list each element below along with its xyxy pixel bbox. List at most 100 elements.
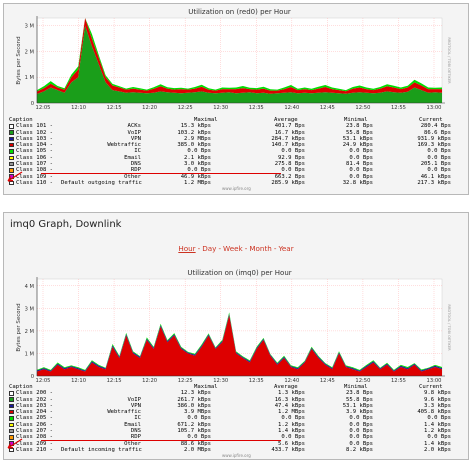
caption-cell-avg: 0.0 Bps	[281, 415, 305, 422]
caption-cell-cur: 0.0 Bps	[427, 148, 451, 155]
caption-cell-avg: 140.7 kBps	[271, 142, 305, 149]
caption-cell-avg: 0.0 Bps	[281, 148, 305, 155]
caption-cell-max: 2.0 MBps	[184, 446, 211, 453]
caption-cell-avg: 433.7 kBps	[271, 446, 305, 453]
caption-header-caption: Caption	[9, 117, 33, 123]
x-tick-label: 12:15	[107, 378, 122, 384]
caption-cell-min: 0.0 Bps	[349, 428, 373, 435]
caption-cell-avg: 47.4 kBps	[274, 402, 305, 409]
caption-cell-desc: Other	[124, 173, 141, 180]
caption-cell-cur: 9.6 kBps	[424, 396, 451, 403]
nav-link-hour[interactable]: Hour	[178, 244, 196, 253]
uplink-graph-panel: Utilization on (red0) per Hour 0 1 M 2 M 3 M…	[3, 3, 469, 195]
caption-cell-cur: 0.0 Bps	[427, 154, 451, 161]
legend-swatch	[9, 174, 14, 179]
caption-cell-cur: 1.4 kBps	[424, 440, 451, 447]
caption-cell-avg: 1.2 MBps	[278, 409, 305, 416]
caption-header-min: Minimal	[344, 117, 368, 123]
nav-link-week[interactable]: Week	[223, 244, 243, 253]
caption-header-max: Maximal	[194, 117, 218, 123]
legend-swatch	[9, 441, 14, 446]
caption-cell-name: Class 108 -	[16, 167, 54, 174]
caption-header-cur: Current	[419, 117, 443, 123]
caption-cell-max: 3.0 kBps	[184, 161, 211, 168]
caption-cell-name: Class 102 -	[16, 129, 54, 136]
caption-cell-min: 53.1 kBps	[342, 402, 373, 409]
caption-header-avg: Average	[274, 384, 298, 390]
caption-cell-name: Class 207 -	[16, 428, 54, 435]
period-nav: Hour - Day - Week - Month - Year	[4, 244, 468, 253]
caption-cell-avg: 284.7 kBps	[271, 135, 305, 142]
caption-cell-name: Class 208 -	[16, 434, 54, 441]
x-tick-label: 12:45	[320, 378, 335, 384]
caption-cell-name: Class 200 -	[16, 390, 54, 397]
caption-cell-name: Class 103 -	[16, 135, 54, 142]
caption-cell-avg: 16.7 kBps	[274, 129, 305, 136]
caption-cell-cur: 2.0 kBps	[424, 446, 451, 453]
caption-cell-max: 0.0 Bps	[187, 167, 211, 174]
legend-swatch	[9, 397, 14, 402]
caption-cell-cur: 1.2 kBps	[424, 428, 451, 435]
caption-cell-max: 3.9 MBps	[184, 409, 211, 416]
caption-cell-min: 0.0 Bps	[349, 434, 373, 441]
legend-swatch	[9, 155, 14, 161]
x-tick-label: 12:30	[213, 378, 228, 384]
nav-link-year[interactable]: Year	[278, 244, 294, 253]
caption-cell-max: 46.9 kBps	[180, 173, 211, 180]
nav-link-day[interactable]: Day	[202, 244, 217, 253]
x-tick-label: 12:25	[178, 378, 193, 384]
legend-swatch	[9, 168, 14, 173]
y-axis-label: Bytes per Second	[16, 303, 22, 351]
caption-cell-max: 385.0 kBps	[177, 142, 211, 149]
caption-cell-avg: 16.3 kBps	[274, 396, 305, 403]
legend-swatch	[9, 136, 14, 142]
caption-cell-min: 0.0 Bps	[349, 148, 373, 155]
rdp-annotation-underline	[41, 173, 281, 175]
y-tick-label: 1 M	[25, 351, 34, 357]
rdp-annotation-underline	[41, 440, 281, 442]
caption-cell-max: 0.0 Bps	[187, 148, 211, 155]
caption-cell-avg: 1.3 kBps	[278, 390, 305, 397]
caption-cell-min: 32.8 kBps	[342, 179, 373, 186]
caption-cell-desc: ACKs	[127, 123, 141, 130]
arrow-stroke	[7, 171, 23, 182]
caption-cell-max: 2.1 kBps	[184, 154, 211, 161]
caption-cell-desc: IC	[134, 148, 141, 155]
caption-cell-name: Class 209 -	[16, 440, 54, 447]
caption-cell-max: 88.6 kBps	[180, 440, 211, 447]
caption-cell-desc: DNS	[130, 428, 141, 435]
y-axis-label: Bytes per Second	[16, 36, 22, 84]
caption-cell-avg: 1.2 kBps	[278, 421, 305, 428]
caption-cell-max: 2.9 MBps	[184, 135, 211, 142]
rdp-annotation-arrow-icon	[7, 171, 23, 182]
caption-cell-min: 53.1 kBps	[342, 135, 373, 142]
x-tick-label: 12:10	[71, 378, 86, 384]
caption-cell-max: 671.2 kBps	[177, 421, 211, 428]
caption-cell-name: Class 101 -	[16, 123, 54, 130]
uplink-footnote: www.ipfire.org	[222, 186, 251, 191]
caption-cell-cur: 931.9 kBps	[417, 135, 451, 142]
caption-cell-max: 105.7 kBps	[177, 428, 211, 435]
y-tick-label: 0	[31, 374, 34, 380]
caption-cell-desc: Default outgoing traffic	[61, 179, 142, 186]
x-tick-label: 12:55	[391, 378, 406, 384]
caption-cell-cur: 9.8 kBps	[424, 390, 451, 397]
caption-cell-desc: RDP	[130, 434, 141, 441]
legend-swatch	[9, 428, 14, 434]
caption-cell-name: Class 203 -	[16, 402, 54, 409]
x-tick-label: 12:20	[142, 378, 157, 384]
x-tick-label: 12:10	[71, 105, 86, 111]
x-tick-label: 12:05	[36, 378, 51, 384]
legend-swatch	[9, 161, 14, 167]
caption-cell-cur: 405.8 kBps	[417, 409, 451, 416]
x-tick-label: 12:40	[284, 105, 299, 111]
caption-cell-max: 12.3 kBps	[180, 390, 211, 397]
caption-cell-min: 0.0 Bps	[349, 421, 373, 428]
series-area-class-204	[37, 315, 442, 376]
nav-link-month[interactable]: Month	[249, 244, 272, 253]
y-tick-label: 0	[31, 101, 34, 107]
caption-cell-name: Class 105 -	[16, 148, 54, 155]
caption-cell-min: 55.8 Bps	[346, 396, 373, 403]
caption-cell-min: 3.9 kBps	[346, 409, 373, 416]
y-tick-label: 2 M	[25, 329, 34, 335]
